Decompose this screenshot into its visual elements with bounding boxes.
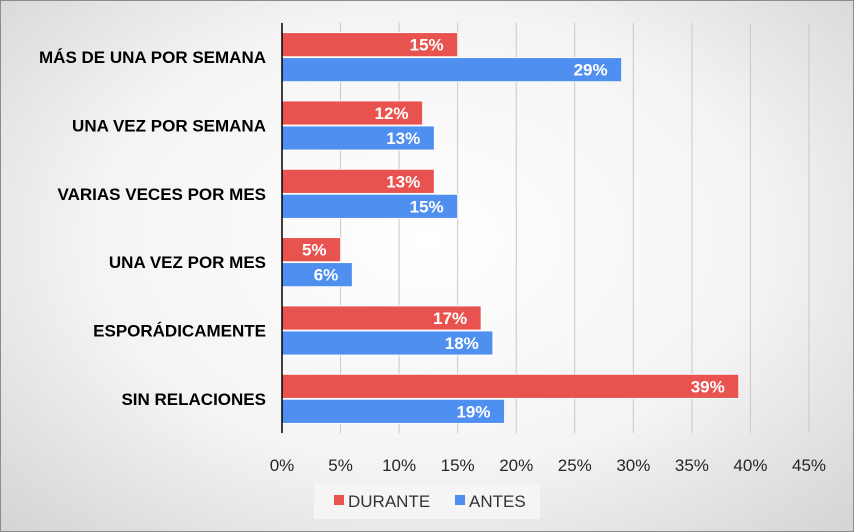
- data-label: 19%: [456, 402, 490, 421]
- x-tick-label: 35%: [675, 456, 709, 475]
- x-tick-label: 5%: [328, 456, 353, 475]
- legend-label-durante: DURANTE: [348, 492, 430, 511]
- data-label: 13%: [386, 172, 420, 191]
- bars: 15% 29% 12% 13% 13% 15% 5% 6% 17% 18% 39% 19%: [281, 32, 740, 424]
- category-label: MÁS DE UNA POR SEMANA: [39, 48, 266, 67]
- data-label: 13%: [386, 129, 420, 148]
- legend-box: [314, 483, 540, 519]
- category-label: UNA VEZ POR SEMANA: [72, 117, 266, 136]
- bar-antes: [281, 57, 623, 83]
- data-label: 5%: [302, 241, 327, 260]
- data-label: 18%: [445, 334, 479, 353]
- legend-swatch-durante: [334, 495, 344, 505]
- category-label: VARIAS VECES POR MES: [58, 185, 266, 204]
- axes: 0% 5% 10% 15% 20% 25% 30% 35% 40% 45% MÁS DE UNA P…: [39, 23, 826, 475]
- legend-label-antes: ANTES: [469, 492, 526, 511]
- data-label: 12%: [375, 104, 409, 123]
- bar-durante: [281, 32, 459, 58]
- category-label: ESPORÁDICAMENTE: [93, 322, 266, 341]
- x-tick-label: 0%: [270, 456, 295, 475]
- bar-antes: [281, 125, 435, 151]
- x-tick-label: 30%: [616, 456, 650, 475]
- data-label: 29%: [574, 61, 608, 80]
- bar-durante: [281, 168, 435, 194]
- category-label: UNA VEZ POR MES: [109, 253, 266, 272]
- bar-durante: [281, 373, 740, 399]
- x-tick-label: 25%: [558, 456, 592, 475]
- bar-antes: [281, 262, 353, 288]
- category-label: SIN RELACIONES: [121, 390, 266, 409]
- data-label: 6%: [314, 266, 339, 285]
- legend-swatch-antes: [455, 495, 465, 505]
- legend: DURANTE ANTES: [314, 483, 540, 519]
- data-label: 17%: [433, 309, 467, 328]
- x-tick-label: 40%: [733, 456, 767, 475]
- bar-antes: [281, 193, 459, 219]
- bar-antes: [281, 398, 505, 424]
- data-label: 15%: [410, 197, 444, 216]
- bar-durante: [281, 237, 341, 263]
- x-tick-label: 10%: [382, 456, 416, 475]
- gridlines: [340, 23, 810, 433]
- x-tick-label: 45%: [792, 456, 826, 475]
- data-label: 39%: [691, 377, 725, 396]
- data-label: 15%: [410, 36, 444, 55]
- x-tick-label: 15%: [441, 456, 475, 475]
- bar-durante: [281, 305, 482, 331]
- x-tick-label: 20%: [499, 456, 533, 475]
